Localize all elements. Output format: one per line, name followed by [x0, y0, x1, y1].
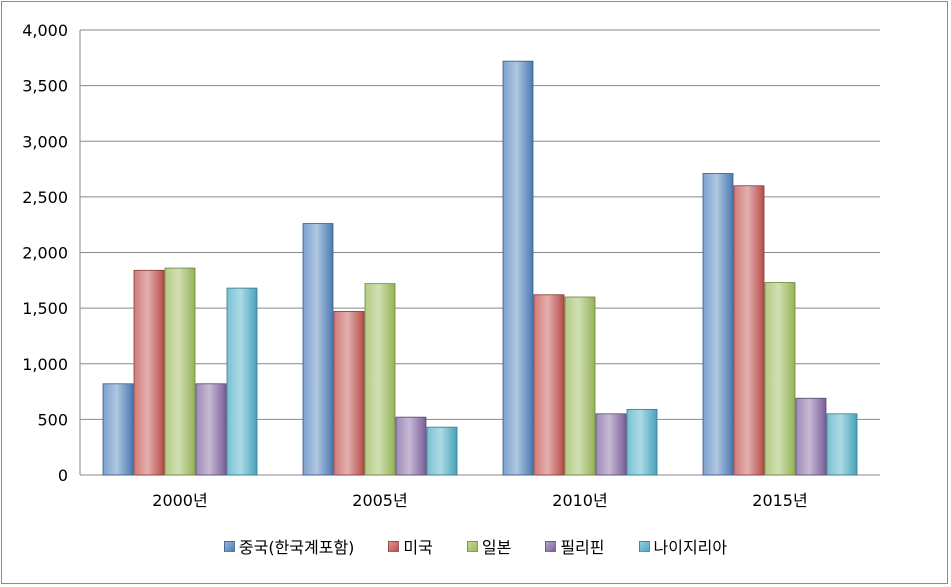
bar	[733, 185, 765, 476]
bar	[502, 60, 534, 476]
x-tick-label: 2010년	[552, 491, 607, 510]
legend-label: 중국(한국계포함)	[238, 538, 355, 557]
legend-item: 나이지리아	[638, 534, 728, 558]
legend-item: 일본	[466, 534, 512, 558]
legend-label: 필리핀	[560, 538, 605, 557]
y-axis-tick-labels: 0 500 1,000 1,500 2,000 2,500 3,000 3,500 4,000	[22, 21, 68, 485]
bar	[333, 311, 365, 476]
bar	[595, 413, 627, 476]
x-tick-label: 2000년	[152, 491, 207, 510]
legend-label: 일본	[481, 538, 512, 557]
legend-swatch	[466, 540, 478, 552]
legend-swatch	[638, 540, 650, 552]
bar	[764, 282, 796, 476]
y-tick-label: 4,000	[22, 21, 68, 40]
legend-item: 필리핀	[545, 534, 605, 558]
bar	[133, 269, 165, 476]
legend-label: 나이지리아	[653, 538, 728, 557]
bar	[426, 426, 458, 476]
y-tick-label: 3,000	[22, 132, 68, 151]
bar	[195, 383, 227, 476]
legend: 중국(한국계포함) 미국 일본 필리핀 나이지리아	[0, 533, 951, 559]
legend-swatch	[223, 540, 235, 552]
legend-item: 중국(한국계포함)	[223, 534, 355, 558]
bars	[102, 60, 858, 476]
legend-label: 미국	[403, 538, 433, 557]
bar	[826, 413, 858, 476]
bar	[102, 383, 134, 476]
legend-swatch	[388, 540, 400, 552]
bar	[626, 408, 658, 476]
y-tick-label: 2,000	[22, 244, 68, 263]
bar	[395, 416, 427, 476]
bar	[164, 267, 196, 476]
bar	[795, 397, 827, 476]
y-tick-label: 3,500	[22, 77, 68, 96]
x-axis-tick-labels: 2000년 2005년 2010년 2015년	[152, 491, 807, 510]
y-tick-label: 1,500	[22, 299, 68, 318]
x-tick-label: 2005년	[352, 491, 407, 510]
y-tick-label: 2,500	[22, 188, 68, 207]
bar	[533, 294, 565, 476]
bar	[702, 173, 734, 476]
bar	[364, 283, 396, 476]
bar	[302, 223, 334, 476]
bar	[564, 296, 596, 476]
y-tick-label: 1,000	[22, 355, 68, 374]
y-tick-label: 500	[37, 410, 68, 429]
legend-swatch	[545, 540, 557, 552]
x-tick-label: 2015년	[752, 491, 807, 510]
legend-item: 미국	[388, 534, 433, 558]
y-tick-label: 0	[58, 466, 68, 485]
bar	[226, 287, 258, 476]
